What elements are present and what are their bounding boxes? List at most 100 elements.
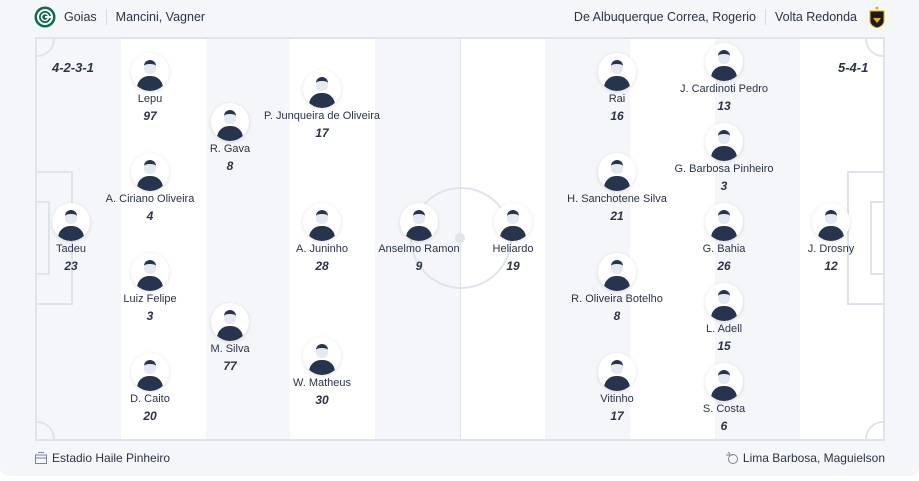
home-player[interactable]: M. Silva 77 — [155, 303, 305, 373]
away-player[interactable]: L. Adell 15 — [649, 283, 799, 353]
home-player[interactable]: D. Caito 20 — [75, 353, 225, 423]
goias-logo-icon — [34, 6, 56, 28]
away-goal-box — [870, 201, 883, 275]
referee-name[interactable]: Lima Barbosa, Maguielson — [742, 451, 885, 465]
center-spot — [455, 233, 465, 243]
player-avatar-icon — [598, 253, 636, 291]
player-name: L. Adell — [705, 323, 743, 335]
home-player[interactable]: A. Ciriano Oliveira 4 — [75, 153, 225, 223]
home-player[interactable]: W. Matheus 30 — [247, 337, 397, 407]
player-number: 20 — [143, 409, 157, 423]
player-avatar-icon — [812, 203, 850, 241]
home-player[interactable]: A. Juninho 28 — [247, 203, 397, 273]
player-avatar-icon — [705, 363, 743, 401]
player-avatar-icon — [705, 43, 743, 81]
away-team-name[interactable]: Volta Redonda — [774, 10, 857, 24]
away-player[interactable]: J. Drosny 12 — [756, 203, 906, 273]
player-name: G. Bahia — [702, 243, 746, 255]
player-avatar-icon — [598, 353, 636, 391]
whistle-icon — [725, 451, 738, 464]
home-team-name[interactable]: Goias — [64, 10, 97, 24]
divider — [105, 9, 107, 25]
player-name: Lepu — [137, 93, 163, 105]
player-name: W. Matheus — [292, 377, 352, 389]
home-formation: 4-2-3-1 — [52, 60, 94, 75]
player-name: M. Silva — [210, 343, 250, 355]
home-player[interactable]: Anselmo Ramon 9 — [344, 203, 494, 273]
player-name: A. Ciriano Oliveira — [105, 193, 195, 205]
away-coach[interactable]: De Albuquerque Correa, Rogerio — [573, 10, 756, 24]
player-number: 17 — [610, 409, 624, 423]
player-number: 16 — [610, 109, 624, 123]
player-avatar-icon — [131, 353, 169, 391]
player-avatar-icon — [705, 123, 743, 161]
player-number: 8 — [226, 159, 234, 173]
player-name: A. Juninho — [296, 243, 348, 255]
home-player[interactable]: Tadeu 23 — [0, 203, 146, 273]
player-name: R. Oliveira Botelho — [571, 293, 663, 305]
player-name: J. Cardinoti Pedro — [679, 83, 769, 95]
player-avatar-icon — [131, 53, 169, 91]
player-avatar-icon — [52, 203, 90, 241]
home-player[interactable]: R. Gava 8 — [155, 103, 305, 173]
player-avatar-icon — [131, 253, 169, 291]
away-player[interactable]: H. Sanchotene Silva 21 — [542, 153, 692, 223]
player-name: J. Drosny — [807, 243, 855, 255]
player-number: 9 — [415, 259, 423, 273]
player-number: 23 — [64, 259, 78, 273]
player-number: 17 — [315, 126, 329, 140]
away-player[interactable]: J. Cardinoti Pedro 13 — [649, 43, 799, 113]
player-avatar-icon — [400, 203, 438, 241]
away-player[interactable]: G. Barbosa Pinheiro 3 — [649, 123, 799, 193]
player-number: 30 — [315, 393, 329, 407]
player-name: P. Junqueira de Oliveira — [264, 110, 380, 122]
home-coach[interactable]: Mancini, Vagner — [115, 10, 206, 24]
player-name: Rai — [608, 93, 626, 105]
player-number: 77 — [223, 359, 237, 373]
player-name: Tadeu — [56, 243, 86, 255]
stadium-icon — [35, 452, 47, 464]
player-number: 15 — [717, 339, 731, 353]
player-number: 13 — [717, 99, 731, 113]
player-avatar-icon — [598, 53, 636, 91]
stadium-name[interactable]: Estadio Haile Pinheiro — [52, 451, 171, 465]
away-player[interactable]: Vitinho 17 — [542, 353, 692, 423]
away-player[interactable]: Heliardo 19 — [438, 203, 588, 273]
away-formation: 5-4-1 — [838, 60, 869, 75]
player-number: 8 — [613, 309, 621, 323]
player-number: 4 — [146, 209, 154, 223]
player-avatar-icon — [303, 70, 341, 108]
player-name: S. Costa — [702, 403, 746, 415]
player-avatar-icon — [705, 203, 743, 241]
divider — [764, 9, 766, 25]
player-avatar-icon — [303, 203, 341, 241]
player-avatar-icon — [598, 153, 636, 191]
player-name: G. Barbosa Pinheiro — [674, 163, 774, 175]
away-player[interactable]: G. Bahia 26 — [649, 203, 799, 273]
player-avatar-icon — [211, 303, 249, 341]
player-name: R. Gava — [209, 143, 251, 155]
player-name: D. Caito — [130, 393, 170, 405]
away-player[interactable]: Rai 16 — [542, 53, 692, 123]
player-name: Heliardo — [492, 243, 534, 255]
stadium-info: Estadio Haile Pinheiro — [34, 451, 170, 465]
away-player[interactable]: S. Costa 6 — [649, 363, 799, 433]
referee-info: Lima Barbosa, Maguielson — [725, 451, 885, 465]
player-number: 28 — [315, 259, 329, 273]
home-player[interactable]: P. Junqueira de Oliveira 17 — [247, 70, 397, 140]
player-number: 19 — [506, 259, 520, 273]
player-name: H. Sanchotene Silva — [567, 193, 667, 205]
away-header: De Albuquerque Correa, Rogerio Volta Red… — [574, 5, 885, 29]
player-avatar-icon — [131, 153, 169, 191]
player-avatar-icon — [705, 283, 743, 321]
home-goal-box — [37, 201, 50, 275]
home-player[interactable]: Luiz Felipe 3 — [75, 253, 225, 323]
player-number: 12 — [824, 259, 838, 273]
player-number: 97 — [143, 109, 157, 123]
player-number: 26 — [717, 259, 731, 273]
player-avatar-icon — [211, 103, 249, 141]
away-player[interactable]: R. Oliveira Botelho 8 — [542, 253, 692, 323]
home-player[interactable]: Lepu 97 — [75, 53, 225, 123]
player-number: 21 — [610, 209, 624, 223]
